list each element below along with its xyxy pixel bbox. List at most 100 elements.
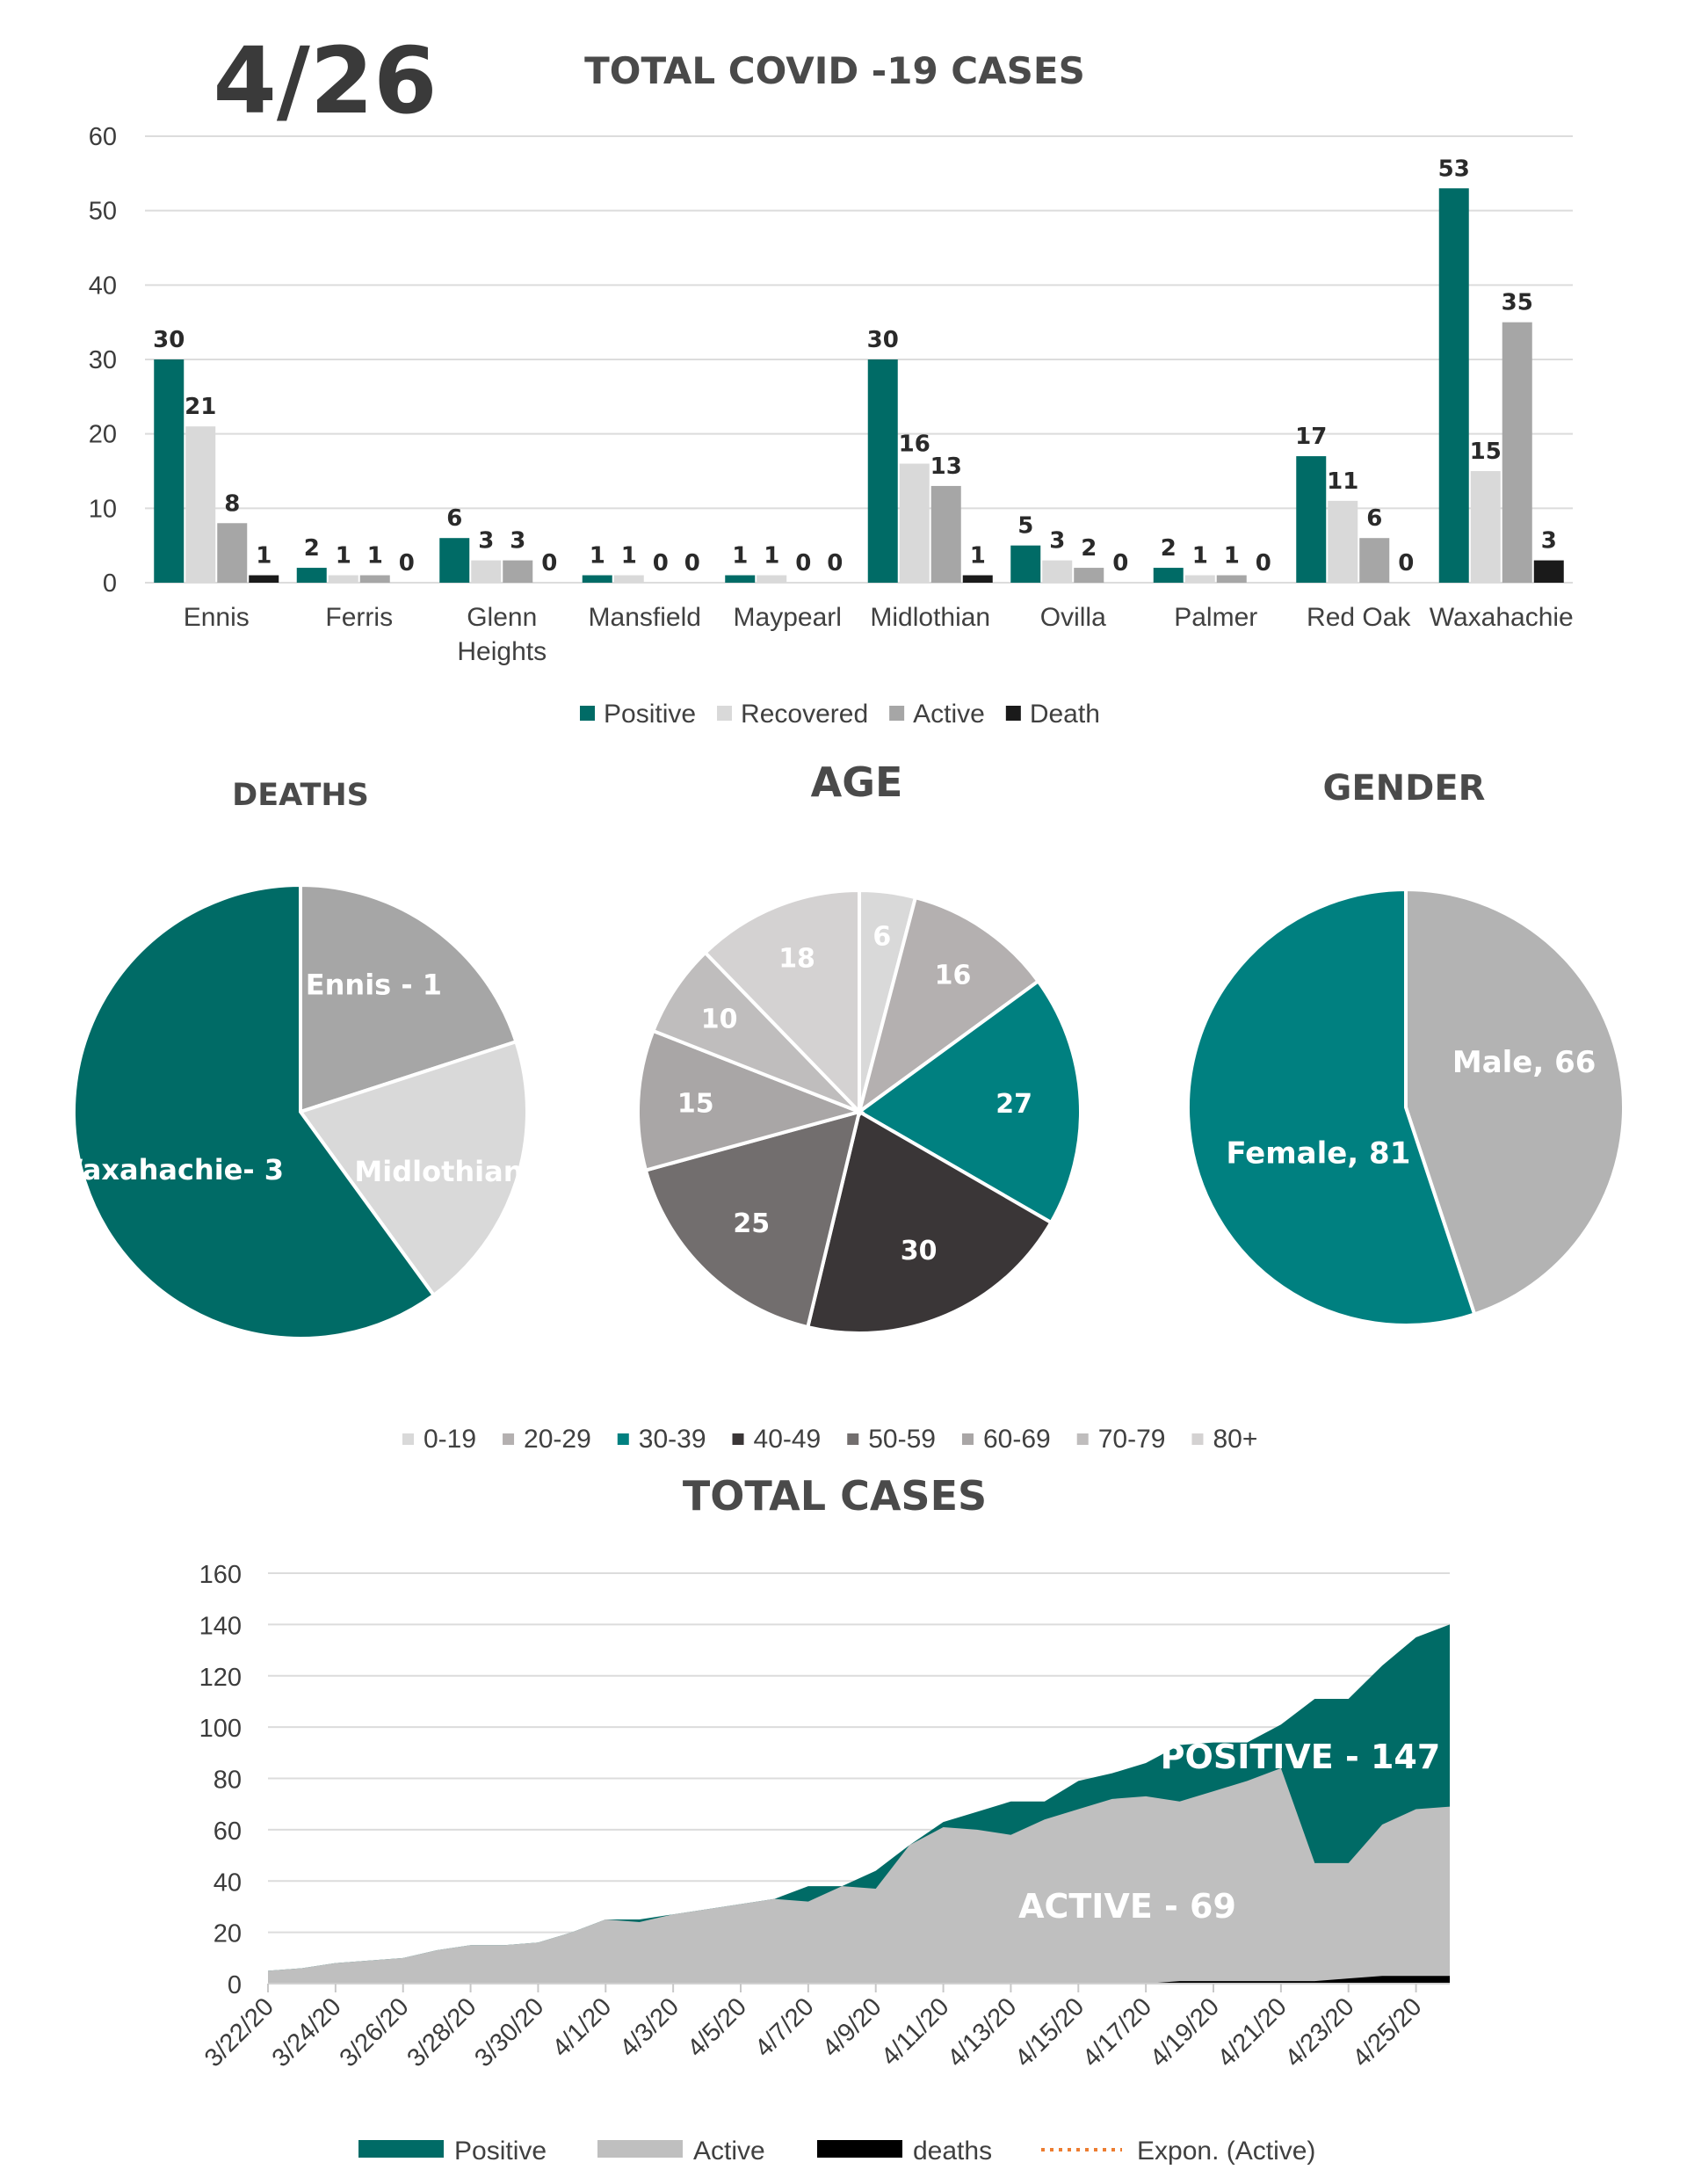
deaths-pie-title: DEATHS: [232, 778, 369, 813]
bar-value-label: 1: [336, 543, 351, 570]
bar-value-label: 5: [1017, 513, 1033, 540]
bar-category-label: Ferris: [325, 603, 393, 632]
bar-maypearl-positive: [725, 575, 756, 583]
gender-slice-label: Male, 66: [1452, 1045, 1596, 1080]
deaths-pie-chart: DEATHS Ennis - 1 Midlothian-1 Waxahachie- …: [53, 778, 554, 1340]
bar-category-label: Midlothian: [870, 603, 990, 632]
bar-value-label: 3: [1541, 528, 1557, 555]
deaths-slice-label: Midlothian-1: [354, 1155, 554, 1188]
deaths-slice-midlothian-1: [297, 1039, 529, 1298]
area-x-tick-label: 3/22/20: [199, 1992, 279, 2072]
bar-value-label: 8: [224, 490, 240, 517]
area-x-tick-label: 4/13/20: [942, 1992, 1022, 2072]
bar-value-label: 0: [827, 550, 843, 577]
bar-value-label: 0: [684, 550, 700, 577]
bar-red-oak-positive: [1296, 456, 1327, 583]
bar-value-label: 2: [304, 535, 320, 562]
area-y-tick-label: 140: [199, 1612, 242, 1640]
legend-label-recovered: Recovered: [741, 700, 868, 729]
bar-glenn-heights-positive: [439, 538, 470, 583]
age-slice-label: 27: [996, 1089, 1032, 1120]
bar-ovilla-active: [1074, 568, 1104, 583]
bar-value-label: 2: [1161, 535, 1177, 562]
bar-ovilla-positive: [1010, 545, 1041, 583]
bar-value-label: 1: [621, 543, 637, 570]
age-slice-60-69: [636, 1028, 865, 1172]
age-legend-swatch-60-69: [961, 1433, 974, 1445]
active-annotation: ACTIVE - 69: [1018, 1887, 1236, 1926]
bar-ennis-active: [217, 523, 248, 583]
area-x-tick-label: 4/21/20: [1213, 1992, 1292, 2072]
area-legend-label-expon-active: Expon. (Active): [1137, 2137, 1315, 2166]
age-legend-label-80: 80+: [1213, 1425, 1257, 1454]
gender-pie-title: GENDER: [1323, 768, 1486, 809]
bar-value-label: 13: [930, 453, 962, 480]
bar-value-label: 2: [1081, 535, 1097, 562]
area-chart-title: TOTAL CASES: [683, 1472, 987, 1520]
bar-chart-y-ticks: 0 10 20 30 40 50 60: [89, 123, 117, 598]
legend-label-death: Death: [1030, 700, 1100, 729]
bar-midlothian-positive: [867, 359, 898, 583]
bar-y-tick-label: 30: [89, 346, 117, 374]
bar-chart-legend: Positive Recovered Active Death: [580, 700, 1100, 729]
age-legend-label-70-79: 70-79: [1098, 1425, 1166, 1454]
area-chart-x-ticks: 3/22/203/24/203/26/203/28/203/30/204/1/2…: [199, 1983, 1450, 2072]
bar-palmer-positive: [1153, 568, 1184, 583]
bar-chart-title: TOTAL COVID -19 CASES: [584, 49, 1085, 92]
age-pie-chart: AGE 6 16 27 30 25 15 10 18 0-19 20-29 30-39 40-49 5…: [402, 758, 1257, 1454]
age-slice-label: 30: [901, 1236, 938, 1266]
bar-value-label: 30: [867, 327, 899, 353]
bar-y-tick-label: 20: [89, 421, 117, 449]
area-x-tick-label: 4/7/20: [749, 1992, 820, 2063]
bar-value-label: 1: [1192, 543, 1208, 570]
area-legend-label-active: Active: [693, 2137, 765, 2166]
bar-category-label: Maypearl: [734, 603, 842, 632]
age-slice-50-59: [643, 1109, 862, 1330]
bar-value-label: 53: [1438, 156, 1470, 182]
deaths-slice-waxahachie-3: [72, 882, 437, 1340]
area-legend-label-deaths: deaths: [913, 2137, 992, 2166]
legend-swatch-positive: [580, 706, 595, 721]
bar-category-label: Ennis: [184, 603, 250, 632]
age-slice-label: 10: [701, 1004, 738, 1034]
deaths-slice-label: Ennis - 1: [306, 968, 442, 1001]
bar-waxahachie-positive: [1438, 188, 1469, 583]
age-slice-label: 18: [778, 943, 815, 974]
bar-mansfield-positive: [582, 575, 612, 583]
bar-value-label: 17: [1295, 424, 1327, 450]
bar-category-label: Palmer: [1174, 603, 1257, 632]
area-x-tick-label: 3/26/20: [335, 1992, 415, 2072]
bar-glenn-heights-recovered: [471, 560, 502, 583]
bar-ferris-recovered: [328, 575, 358, 583]
bar-category-label: Ovilla: [1040, 603, 1106, 632]
bar-value-label: 0: [541, 550, 557, 577]
bar-value-label: 3: [478, 528, 494, 555]
bar-value-label: 0: [653, 550, 669, 577]
area-x-tick-label: 4/3/20: [614, 1992, 684, 2063]
age-pie-legend: 0-19 20-29 30-39 40-49 50-59 60-69 70-79 80+: [402, 1425, 1257, 1454]
bar-chart-category-labels: Ennis Ferris Glenn Heights Mansfield Maypearl…: [184, 603, 1574, 666]
gender-pie-chart: GENDER Male, 66 Female, 81: [1186, 768, 1626, 1327]
age-slice-40-49: [805, 1108, 1053, 1335]
age-slice-80: [702, 888, 861, 1116]
area-x-tick-label: 4/1/20: [547, 1992, 618, 2063]
gender-slice-female-81: [1186, 887, 1477, 1327]
area-x-tick-label: 4/11/20: [876, 1992, 955, 2072]
bar-ferris-active: [359, 575, 390, 583]
bar-value-label: 11: [1327, 468, 1358, 495]
bar-y-tick-label: 10: [89, 495, 117, 523]
area-chart: TOTAL CASES 0 20 40 60 80 100 120 140 160 3/22/2…: [199, 1472, 1450, 2166]
bar-red-oak-active: [1359, 538, 1390, 583]
area-series-active: [268, 1767, 1450, 1984]
bar-value-label: 1: [732, 543, 748, 570]
area-y-tick-label: 60: [214, 1818, 242, 1846]
age-slice-20-29: [856, 895, 1041, 1116]
age-legend-swatch-20-29: [503, 1433, 515, 1445]
age-legend-label-60-69: 60-69: [983, 1425, 1051, 1454]
area-y-tick-label: 100: [199, 1715, 242, 1743]
bar-category-label: Red Oak: [1307, 603, 1411, 632]
bar-mansfield-recovered: [613, 575, 644, 583]
age-legend-label-0-19: 0-19: [424, 1425, 476, 1454]
bar-palmer-recovered: [1184, 575, 1215, 583]
